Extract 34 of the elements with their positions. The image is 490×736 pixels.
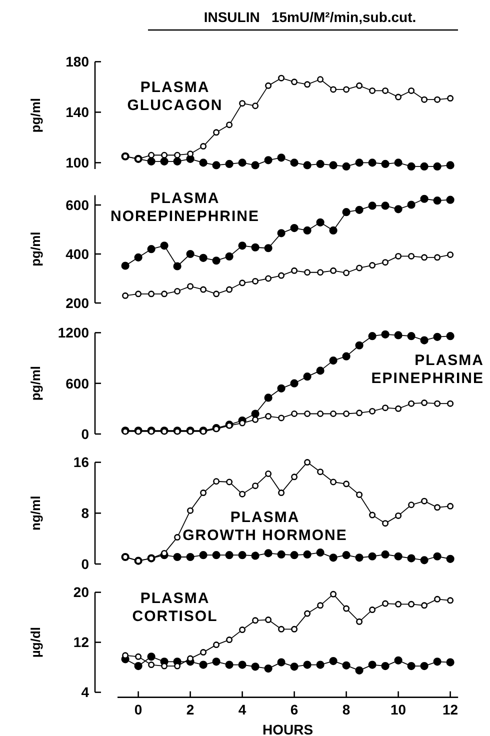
- x-tick-label: 6: [290, 701, 298, 718]
- x-tick-label: 2: [186, 701, 194, 718]
- x-tick-label: 8: [342, 701, 350, 718]
- y-tick-label: 1200: [58, 324, 90, 341]
- y-tick-label: 0: [81, 426, 90, 442]
- y-axis-title: ng/ml: [28, 496, 43, 530]
- y-tick-label: 16: [73, 454, 90, 470]
- text: PLASMA CORTISOL: [132, 590, 218, 625]
- x-tick-label: 10: [390, 701, 406, 718]
- y-tick-label: 200: [66, 294, 90, 311]
- y-tick-label: 140: [66, 104, 90, 120]
- y-axis-title: pg/ml: [28, 232, 43, 266]
- y-axis-title: pg/ml: [28, 366, 43, 401]
- text: PLASMA GROWTH HORMONE: [182, 509, 348, 544]
- y-tick-label: 4: [81, 684, 90, 700]
- y-tick-label: 100: [66, 154, 90, 171]
- y-tick-label: 0: [81, 556, 90, 572]
- y-axis-title: pg/ml: [28, 98, 43, 133]
- y-tick-label: 20: [73, 584, 90, 600]
- chart-subtitle: INSULIN 15mU/M²/min,sub.cut.: [204, 9, 416, 25]
- y-axis-title: µg/dl: [28, 626, 43, 658]
- x-tick-label: 0: [134, 701, 142, 718]
- x-tick-label: 4: [238, 701, 246, 718]
- chart-title: PLASMA NOREPINEPHRINE: [110, 190, 260, 225]
- x-tick-label: 12: [442, 701, 458, 718]
- y-tick-label: 180: [66, 54, 90, 70]
- y-tick-label: 400: [66, 246, 90, 262]
- text: PLASMA GLUCAGON: [127, 79, 223, 114]
- y-tick-label: 600: [66, 375, 90, 392]
- y-tick-label: 8: [81, 505, 90, 522]
- y-tick-label: 12: [73, 634, 90, 650]
- y-tick-label: 600: [66, 196, 90, 213]
- text: PLASMA EPINEPHRINE: [371, 352, 484, 387]
- x-axis-title: HOURS: [262, 721, 314, 736]
